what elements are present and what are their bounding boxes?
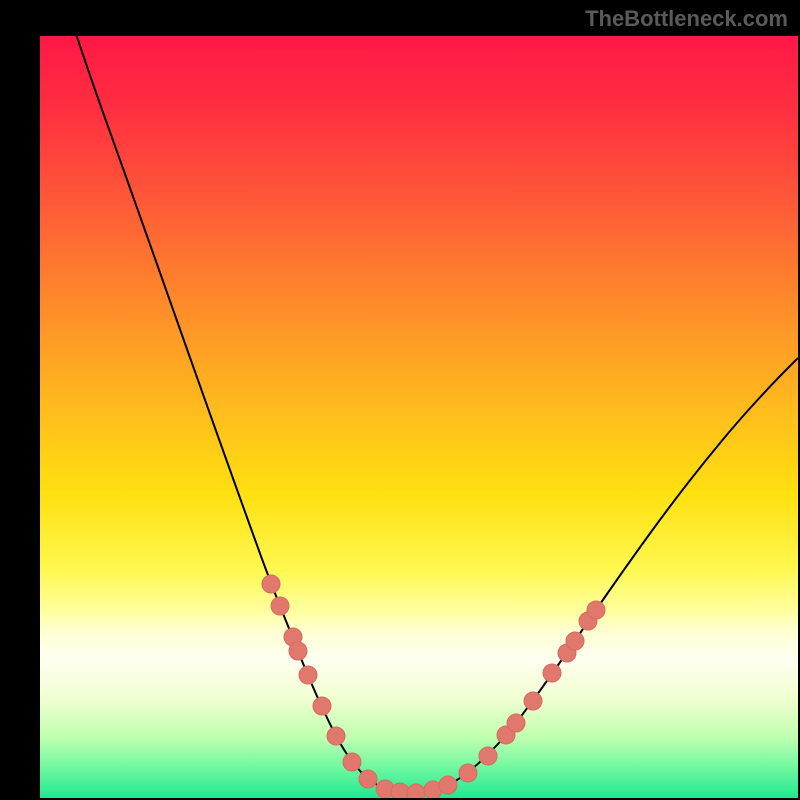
curve-marker — [459, 764, 477, 782]
curve-marker — [359, 770, 377, 788]
curve-marker — [543, 664, 561, 682]
curve-marker — [479, 747, 497, 765]
curve-marker — [587, 601, 605, 619]
curve-marker — [313, 697, 331, 715]
curve-marker — [327, 727, 345, 745]
plot-area — [40, 36, 798, 798]
curve-marker — [391, 783, 409, 798]
right-curve-line — [400, 358, 798, 793]
left-curve-line — [70, 36, 400, 793]
curve-marker — [343, 753, 361, 771]
curve-marker — [262, 575, 280, 593]
curve-marker — [289, 642, 307, 660]
curve-marker — [439, 776, 457, 794]
curve-overlay — [40, 36, 798, 798]
curve-marker — [299, 666, 317, 684]
curve-marker — [524, 692, 542, 710]
watermark-text: TheBottleneck.com — [585, 6, 788, 32]
curve-marker — [271, 597, 289, 615]
curve-marker — [566, 632, 584, 650]
curve-marker — [407, 784, 425, 798]
curve-marker — [507, 714, 525, 732]
